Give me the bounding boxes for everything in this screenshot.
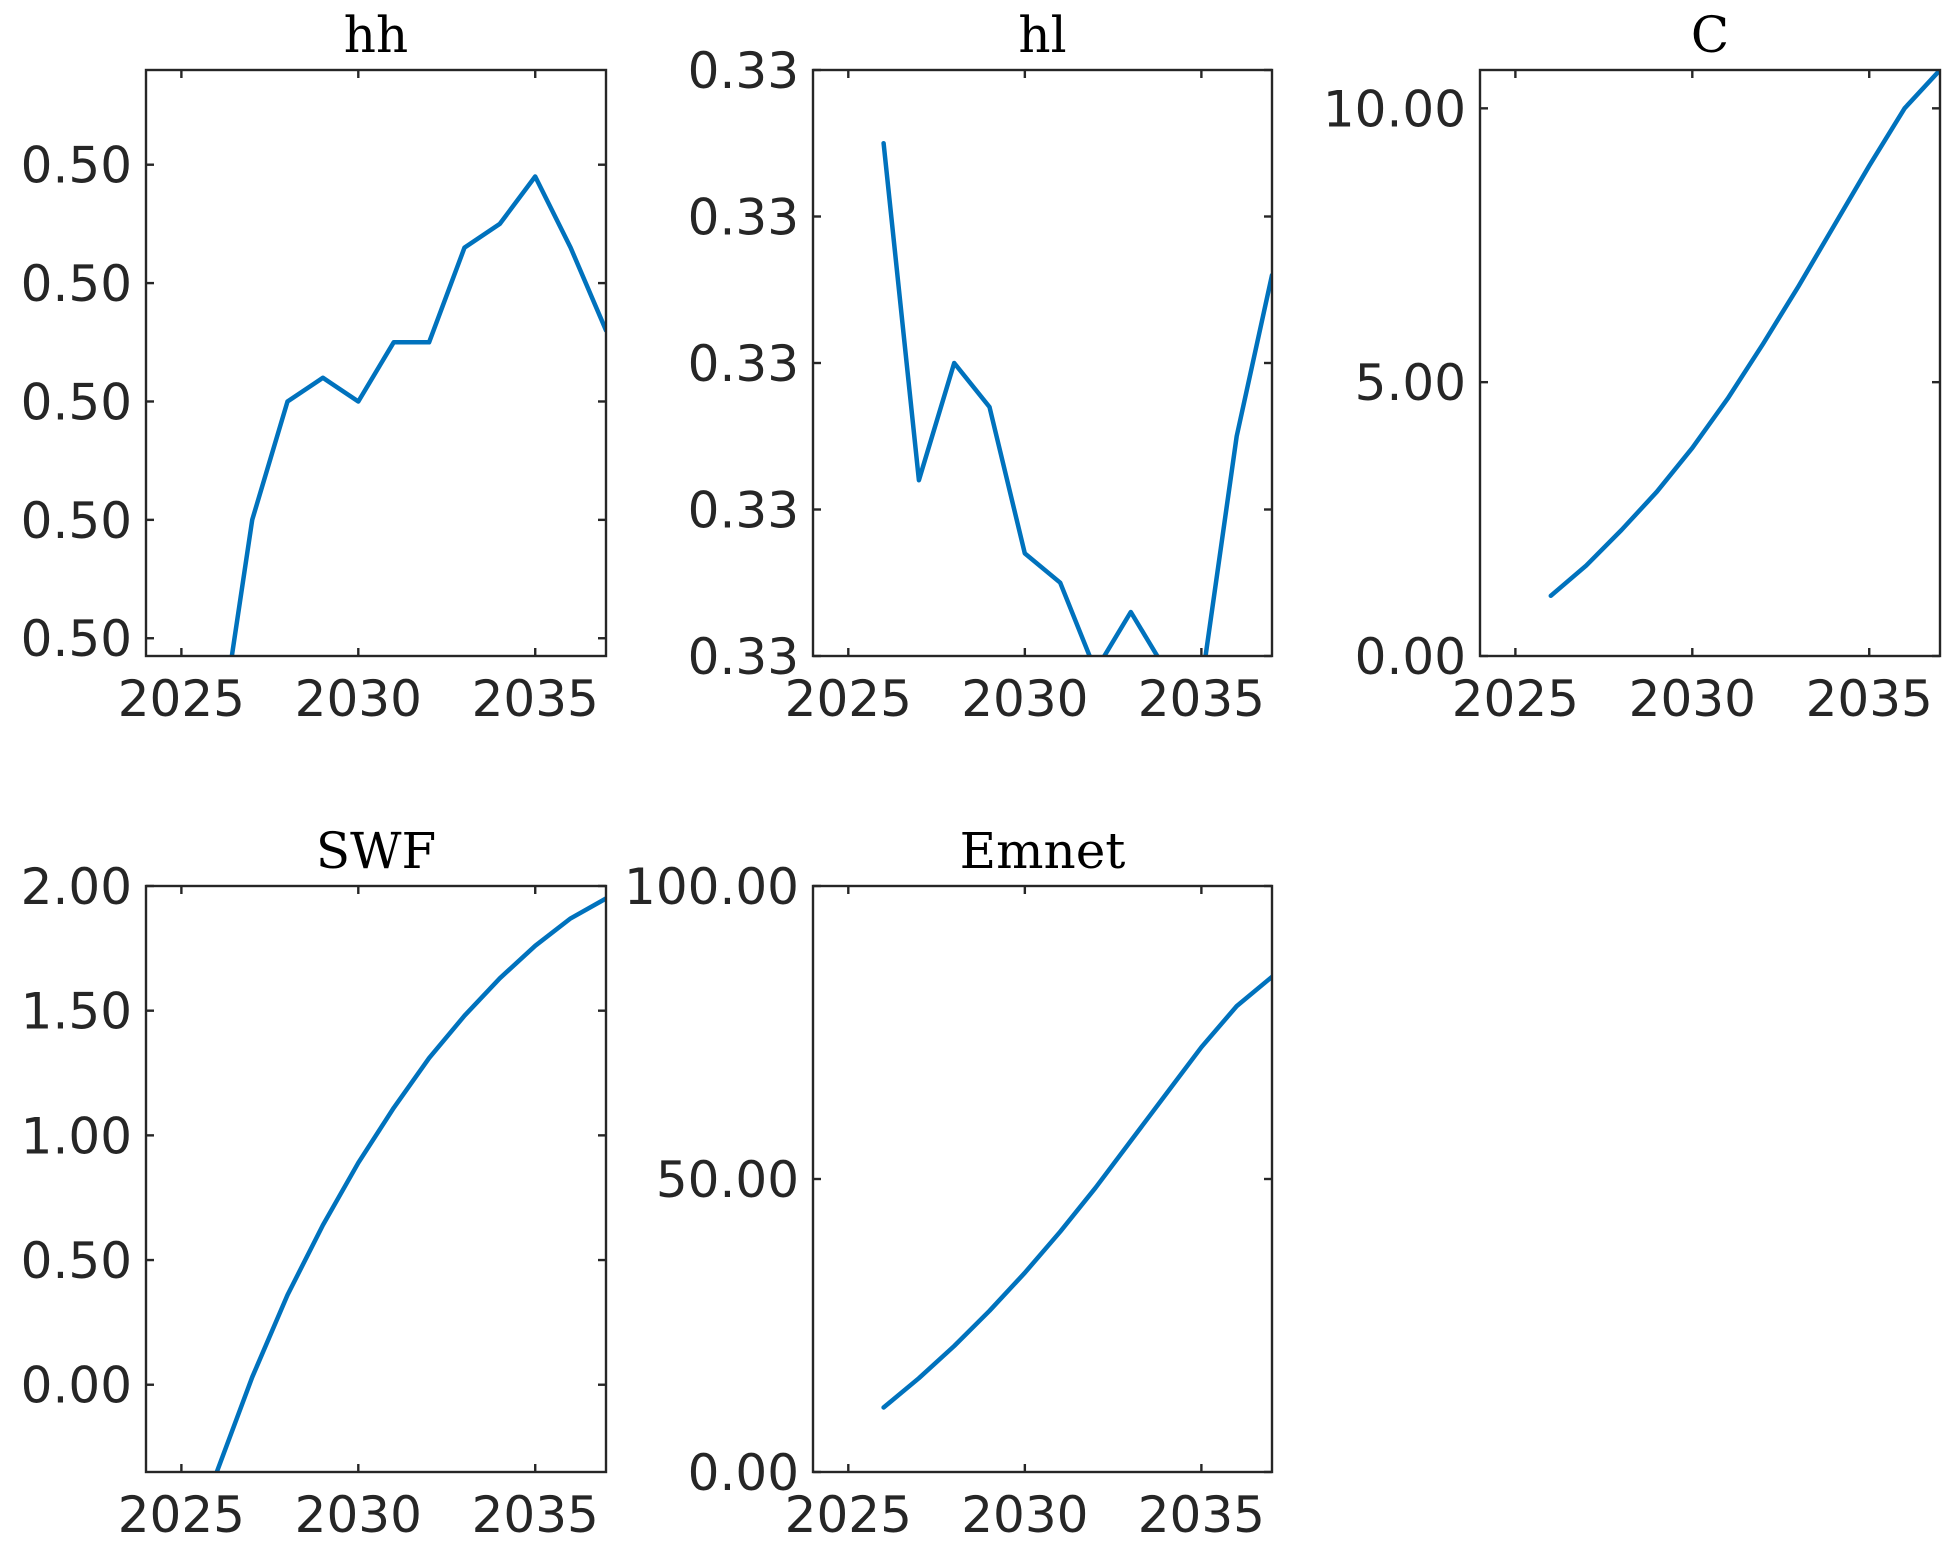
y-tick-label: 0.50 (21, 373, 132, 431)
axes-box (144, 68, 608, 658)
y-tick-label: 1.50 (21, 983, 132, 1041)
x-tick-label: 2030 (1629, 670, 1756, 728)
y-tick-label: 0.50 (21, 492, 132, 550)
y-tick-label: 1.00 (21, 1107, 132, 1165)
series-line-0 (1548, 70, 1940, 599)
axes-box (1478, 68, 1942, 658)
y-tick-label: 0.50 (21, 255, 132, 313)
y-tick-label: 5.00 (1355, 354, 1466, 412)
x-tick-label: 2035 (1138, 1486, 1265, 1544)
x-tick-label: 2035 (472, 670, 599, 728)
subplot-C: C 2025 2030 2035 0.00 5.00 10.00 (1323, 6, 1942, 728)
series-line-0 (881, 140, 1272, 656)
axes-box (811, 884, 1274, 1474)
x-tick-label: 2030 (961, 1486, 1088, 1544)
x-tick-label: 2035 (1806, 670, 1933, 728)
subplot-Emnet: Emnet 2025 2030 2035 0.00 50.00 100.00 (624, 822, 1274, 1544)
series-line-0 (229, 174, 606, 656)
y-tick-label: 2.00 (21, 858, 132, 916)
x-tick-label: 2030 (295, 670, 422, 728)
x-tick-label: 2035 (1138, 670, 1265, 728)
x-tick-label: 2030 (961, 670, 1088, 728)
y-tick-label: 0.33 (688, 628, 799, 686)
y-tick-label: 0.33 (688, 482, 799, 540)
y-tick-label: 0.00 (21, 1357, 132, 1415)
x-tick-label: 2025 (785, 670, 912, 728)
subplot-title: hl (1018, 6, 1066, 64)
subplot-title: SWF (316, 822, 436, 880)
y-tick-label: 0.00 (1355, 628, 1466, 686)
subplot-hl: hl 2025 2030 2035 0.33 0.33 0.33 0.33 0.33 (688, 6, 1274, 728)
subplot-SWF: SWF 2025 2030 2035 0.00 0.50 1.00 1.50 2.00 (21, 822, 608, 1544)
y-tick-label: 10.00 (1323, 80, 1466, 138)
subplot-title: Emnet (960, 822, 1126, 880)
x-tick-label: 2030 (295, 1486, 422, 1544)
y-tick-label: 0.50 (21, 137, 132, 195)
x-tick-label: 2035 (472, 1486, 599, 1544)
axes-box (144, 884, 608, 1474)
y-tick-label: 0.50 (21, 610, 132, 668)
y-tick-label: 100.00 (624, 858, 799, 916)
series-line-0 (881, 974, 1272, 1410)
x-tick-label: 2025 (118, 670, 245, 728)
series-line-0 (214, 896, 606, 1472)
x-tick-label: 2025 (118, 1486, 245, 1544)
x-tick-label: 2025 (785, 1486, 912, 1544)
subplot-title: C (1691, 6, 1729, 64)
subplot-title: hh (344, 6, 408, 64)
y-tick-label: 0.00 (688, 1444, 799, 1502)
y-tick-label: 0.50 (21, 1232, 132, 1290)
subplot-hh: hh 2025 2030 2035 0.50 0.50 0.50 0.50 0.50 (21, 6, 608, 728)
y-tick-label: 0.33 (688, 189, 799, 247)
y-tick-label: 50.00 (656, 1151, 799, 1209)
x-tick-label: 2025 (1452, 670, 1579, 728)
y-tick-label: 0.33 (688, 335, 799, 393)
y-tick-label: 0.33 (688, 42, 799, 100)
